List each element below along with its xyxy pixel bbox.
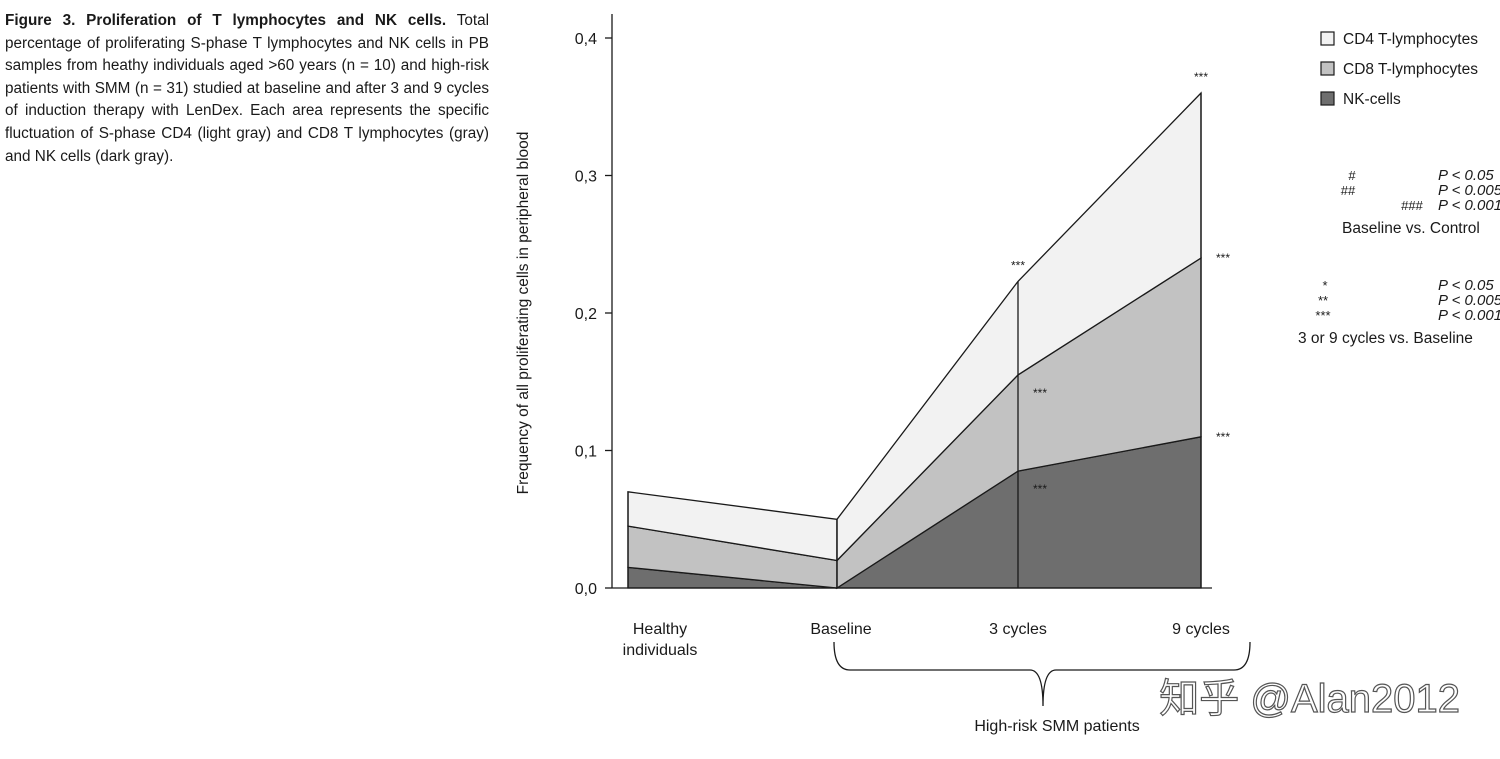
legend-label: CD8 T-lymphocytes <box>1343 61 1478 78</box>
x-tick-label: individuals <box>623 642 698 659</box>
x-tick-label: 3 cycles <box>989 621 1047 638</box>
significance-key: # P < 0.05 ## P < 0.005 ### P < 0.001 Baseline… <box>1298 167 1500 347</box>
key-symbol: ## <box>1341 183 1356 198</box>
axes: 0,0 0,1 0,2 0,3 0,4 <box>575 14 1212 598</box>
key-label: Baseline vs. Control <box>1342 220 1480 237</box>
legend-swatch <box>1320 31 1335 46</box>
x-tick-label: 9 cycles <box>1172 621 1230 638</box>
watermark: 知乎 @Alan2012 <box>1159 677 1460 721</box>
key-p-value: P < 0.005 <box>1438 292 1500 309</box>
key-p-value: P < 0.001 <box>1438 307 1500 324</box>
x-tick-label: Baseline <box>810 621 871 638</box>
x-axis-labels: Healthy individuals Baseline 3 cycles 9 cycl… <box>623 621 1230 659</box>
legend-label: CD4 T-lymphocytes <box>1343 31 1478 48</box>
significance-mark: *** <box>1033 482 1047 496</box>
key-label: 3 or 9 cycles vs. Baseline <box>1298 330 1473 347</box>
key-p-value: P < 0.005 <box>1438 182 1500 199</box>
y-axis-label: Frequency of all proliferating cells in … <box>515 132 532 495</box>
significance-mark: *** <box>1011 258 1025 272</box>
key-symbol: * <box>1322 278 1327 293</box>
y-tick-label: 0,3 <box>575 169 597 186</box>
legend: CD4 T-lymphocytes CD8 T-lymphocytes NK-cel… <box>1320 31 1478 108</box>
legend-label: NK-cells <box>1343 91 1401 108</box>
legend-swatch <box>1320 91 1335 106</box>
significance-mark: *** <box>1033 386 1047 400</box>
key-symbol: ### <box>1401 198 1423 213</box>
significance-mark: *** <box>1216 430 1230 444</box>
significance-mark: *** <box>1194 70 1208 84</box>
key-symbol: # <box>1348 168 1356 183</box>
group-bracket <box>833 641 1251 707</box>
key-p-value: P < 0.05 <box>1438 167 1494 184</box>
key-symbol: ** <box>1318 293 1328 308</box>
group-bracket-label: High-risk SMM patients <box>974 718 1139 735</box>
significance-mark: *** <box>1216 251 1230 265</box>
caption-body: Total percentage of proliferating S-phas… <box>5 12 489 165</box>
x-tick-label: Healthy <box>633 621 687 638</box>
key-symbol: *** <box>1315 308 1330 323</box>
legend-swatch <box>1320 61 1335 76</box>
y-tick-label: 0,1 <box>575 444 597 461</box>
key-p-value: P < 0.05 <box>1438 277 1494 294</box>
separator-lines <box>627 93 1202 588</box>
significance-marks: *** *** *** *** *** *** <box>1011 70 1230 496</box>
area-layer <box>627 91 1202 590</box>
y-tick-label: 0,2 <box>575 306 597 323</box>
y-tick-label: 0,4 <box>575 31 597 48</box>
y-tick-label: 0,0 <box>575 581 597 598</box>
caption-title: Figure 3. Proliferation of T lymphocytes… <box>5 12 447 29</box>
figure-caption: Figure 3. Proliferation of T lymphocytes… <box>5 10 489 168</box>
key-p-value: P < 0.001 <box>1438 197 1500 214</box>
